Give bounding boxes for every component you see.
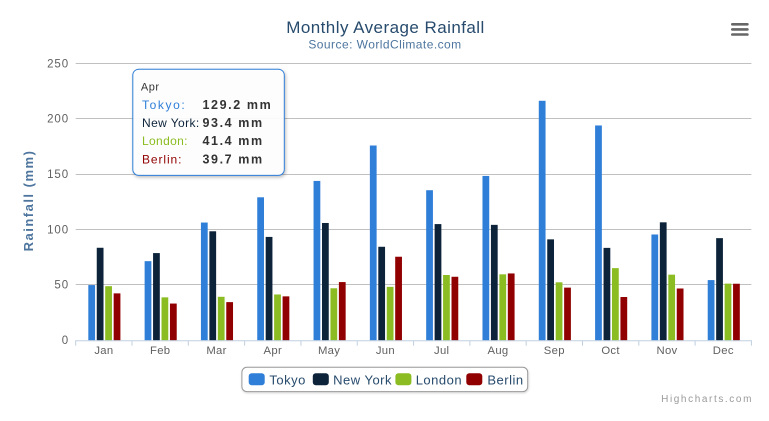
svg-text:50: 50 — [54, 280, 69, 292]
svg-text:Tokyo: Tokyo — [269, 373, 305, 388]
svg-text:New York: New York — [333, 373, 392, 388]
svg-text:Highcharts.com: Highcharts.com — [661, 394, 753, 405]
svg-text:93.4 mm: 93.4 mm — [203, 116, 264, 130]
svg-text:200: 200 — [47, 114, 69, 126]
svg-text:Berlin: Berlin — [487, 373, 523, 388]
svg-text:London:: London: — [142, 134, 188, 148]
svg-text:New York:: New York: — [142, 116, 200, 130]
svg-text:100: 100 — [47, 224, 69, 236]
svg-text:Source: WorldClimate.com: Source: WorldClimate.com — [308, 37, 461, 51]
svg-text:Mar: Mar — [206, 345, 226, 357]
svg-text:Nov: Nov — [657, 345, 678, 357]
svg-text:Aug: Aug — [487, 345, 508, 357]
svg-text:Berlin:: Berlin: — [142, 152, 182, 166]
svg-text:Apr: Apr — [141, 81, 160, 93]
svg-text:Sep: Sep — [544, 345, 565, 357]
svg-text:Oct: Oct — [601, 345, 620, 357]
svg-text:41.4 mm: 41.4 mm — [203, 134, 264, 148]
svg-text:London: London — [416, 373, 462, 388]
svg-text:250: 250 — [47, 58, 69, 70]
svg-text:Jul: Jul — [434, 345, 449, 357]
svg-text:Tokyo:: Tokyo: — [142, 98, 186, 112]
svg-text:129.2 mm: 129.2 mm — [203, 98, 273, 112]
svg-text:Dec: Dec — [713, 345, 734, 357]
svg-text:Rainfall (mm): Rainfall (mm) — [21, 150, 36, 252]
svg-text:May: May — [318, 345, 340, 357]
svg-text:Jan: Jan — [94, 345, 113, 357]
svg-text:39.7 mm: 39.7 mm — [203, 152, 264, 166]
svg-text:Feb: Feb — [150, 345, 170, 357]
svg-text:Jun: Jun — [376, 345, 395, 357]
svg-text:Monthly Average Rainfall: Monthly Average Rainfall — [286, 18, 485, 37]
svg-text:0: 0 — [62, 335, 69, 347]
svg-text:Apr: Apr — [264, 345, 282, 357]
svg-text:150: 150 — [47, 169, 69, 181]
